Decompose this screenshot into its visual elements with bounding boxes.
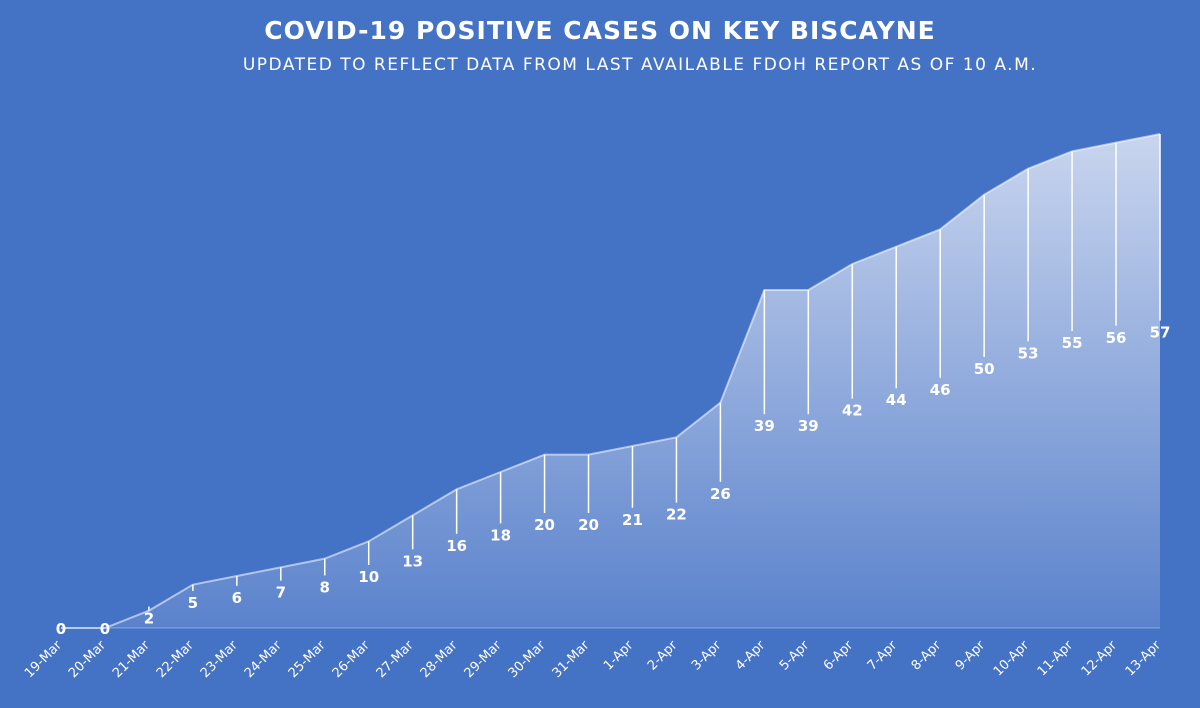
- series-line: [61, 133, 1161, 629]
- data-label: 39: [798, 417, 819, 435]
- x-tick-label: 12-Apr: [1079, 638, 1121, 680]
- data-label: 56: [1106, 329, 1127, 347]
- x-tick-label: 24-Mar: [242, 638, 285, 681]
- data-label: 16: [446, 537, 467, 555]
- series-area: [61, 134, 1160, 628]
- x-tick-label: 29-Mar: [462, 638, 505, 681]
- x-tick-label: 19-Mar: [22, 638, 65, 681]
- data-label: 55: [1062, 334, 1083, 352]
- x-tick-label: 1-Apr: [601, 638, 637, 674]
- x-tick-label: 30-Mar: [506, 638, 549, 681]
- data-label: 42: [842, 402, 863, 420]
- data-label: 10: [358, 568, 379, 586]
- data-label: 50: [974, 360, 995, 378]
- x-tick-label: 25-Mar: [286, 638, 329, 681]
- x-tick-label: 22-Mar: [154, 638, 197, 681]
- data-label: 0: [56, 620, 66, 638]
- data-label: 8: [320, 578, 330, 596]
- chart-subtitle: UPDATED TO REFLECT DATA FROM LAST AVAILA…: [242, 55, 1038, 75]
- x-tick-label: 23-Mar: [198, 638, 241, 681]
- data-label: 13: [402, 552, 423, 570]
- x-tick-label: 13-Apr: [1123, 638, 1165, 680]
- x-tick-label: 28-Mar: [418, 638, 461, 681]
- x-tick-label: 11-Apr: [1035, 638, 1077, 680]
- data-label: 0: [100, 620, 110, 638]
- x-tick-label: 26-Mar: [330, 638, 373, 681]
- data-label: 57: [1150, 324, 1171, 342]
- x-tick-label: 9-Apr: [953, 638, 989, 674]
- x-tick-label: 3-Apr: [689, 638, 725, 674]
- data-label: 2: [144, 610, 154, 628]
- data-label: 44: [886, 391, 907, 409]
- data-label: 20: [534, 516, 555, 534]
- data-label: 21: [622, 511, 643, 529]
- data-label: 7: [276, 584, 286, 602]
- data-label: 53: [1018, 344, 1039, 362]
- chart-title: COVID-19 POSITIVE CASES ON KEY BISCAYNE: [264, 16, 936, 45]
- data-label: 5: [188, 594, 198, 612]
- data-label: 22: [666, 506, 687, 524]
- x-tick-label: 5-Apr: [777, 638, 813, 674]
- x-tick-label: 20-Mar: [66, 638, 109, 681]
- x-tick-label: 2-Apr: [645, 638, 681, 674]
- x-tick-label: 4-Apr: [733, 638, 769, 674]
- data-label: 26: [710, 485, 731, 503]
- x-tick-label: 6-Apr: [821, 638, 857, 674]
- x-tick-label: 27-Mar: [374, 638, 417, 681]
- x-tick-label: 8-Apr: [909, 638, 945, 674]
- data-label: 46: [930, 381, 951, 399]
- x-tick-label: 10-Apr: [991, 638, 1033, 680]
- data-label: 18: [490, 526, 511, 544]
- data-label: 39: [754, 417, 775, 435]
- x-tick-label: 7-Apr: [865, 638, 901, 674]
- data-label: 20: [578, 516, 599, 534]
- x-tick-label: 31-Mar: [550, 638, 593, 681]
- data-label: 6: [232, 589, 242, 607]
- x-tick-label: 21-Mar: [110, 638, 153, 681]
